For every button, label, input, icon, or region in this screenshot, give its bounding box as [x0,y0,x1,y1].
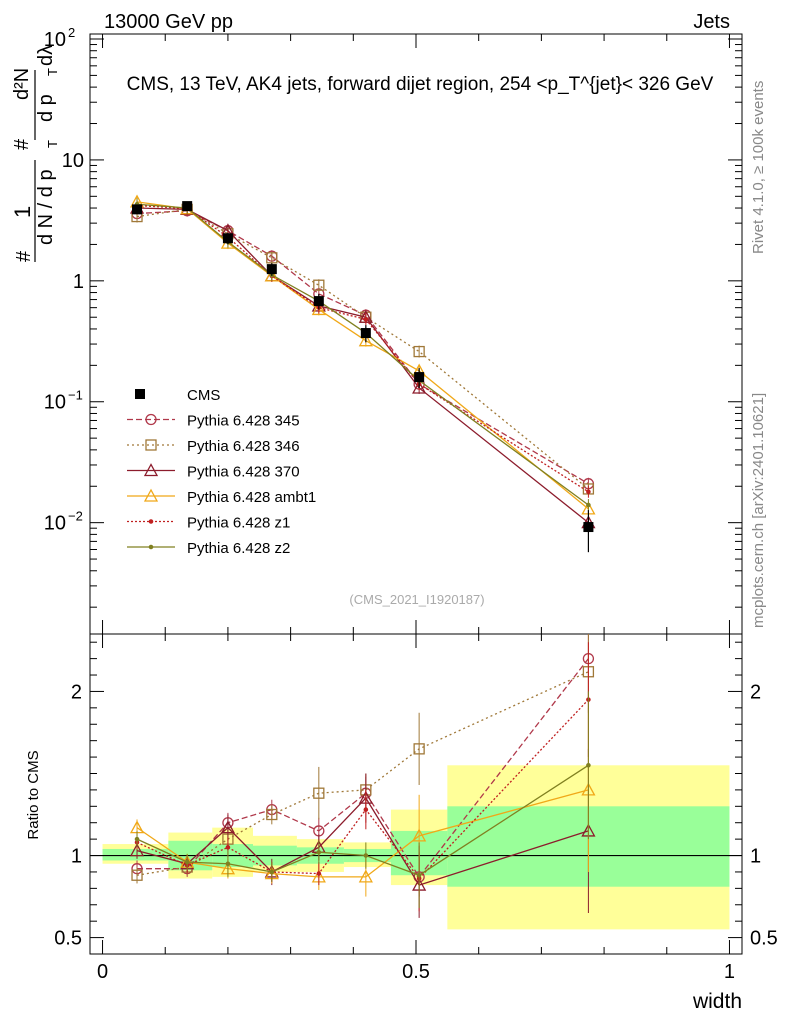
legend-marker [148,544,154,550]
x-axis-label: width [692,990,742,1013]
ratio-series-line [137,658,589,878]
ylabel-one: 1 [10,206,35,218]
series-point [586,489,591,495]
legend-label: Pythia 6.428 z2 [187,540,290,557]
data-point [313,296,324,307]
series-point [313,279,325,291]
ratio-series-line [136,797,589,886]
y-tick-label: 10 [62,150,84,172]
series-point [358,333,373,347]
legend-marker [143,488,159,502]
ratio-point [313,787,325,799]
legend-marker [143,463,159,477]
x-tick-label: 1 [724,961,735,983]
y-tick-label: 10 [44,392,66,414]
ratio-y-tick-label-right: 1 [750,846,761,868]
ratio-point [316,871,322,876]
data-point [360,328,371,339]
ratio-point [220,820,236,834]
ratio-point [131,869,143,881]
ratio-series-line [136,699,589,880]
x-tick-label: 0 [97,961,108,983]
data-point [266,264,277,275]
series-point [311,302,326,316]
ratio-point [266,808,278,821]
plot-title: CMS, 13 TeV, AK4 jets, forward dijet reg… [127,74,714,95]
legend-label: Pythia 6.428 370 [187,464,300,481]
legend: CMS Pythia 6.428 345 Pythia 6.428 346 Pythi… [127,387,316,557]
data-point [583,522,594,533]
ratio-point [134,836,140,842]
ratio-point [363,853,369,858]
ylabel-den: d N / d p [35,169,57,245]
ratio-series-line [136,764,589,876]
y-tick-exponent: −2 [68,509,83,524]
mcplots-label: mcplots.cern.ch [arXiv:2401.10621] [750,393,767,628]
y-tick-exponent: 2 [68,25,75,40]
ratio-point [316,849,322,855]
ratio-point [413,743,425,755]
series-point [413,345,425,358]
series-point [363,317,369,322]
legend-label: Pythia 6.428 ambt1 [187,489,316,506]
legend-label: Pythia 6.428 z1 [187,515,290,532]
legend-marker [148,519,154,524]
ratio-point [269,869,275,875]
legend-marker [145,439,157,451]
watermark: (CMS_2021_I1920187) [349,592,484,607]
main-ylabel: # 1 d N / d p T # d²N d p T dλ [10,45,60,262]
data-point [222,233,233,244]
ylabel-sub-2: T [45,68,60,76]
ratio-point [363,807,369,812]
legend-label: Pythia 6.428 345 [187,413,300,430]
ratio-point [184,859,190,865]
data-point [414,372,425,383]
rivet-version-label: Rivet 4.1.0, ≥ 100k events [750,81,767,254]
ratio-point [358,869,373,883]
x-tick-label: 0.5 [402,961,430,983]
y-tick-exponent: −1 [68,388,83,403]
ratio-point [225,845,231,850]
series-line [136,208,589,490]
ratio-ylabel: Ratio to CMS [25,750,42,839]
ratio-point [586,762,591,768]
header-jets: Jets [693,11,730,33]
ratio-y-tick-label: 2 [71,681,82,703]
ratio-y-tick-label-right: 0.5 [750,928,778,950]
ratio-point [225,861,231,867]
data-point [132,204,143,215]
ylabel-frac-num: d²N [11,68,33,100]
ylabel-frac-den: d p [35,94,57,122]
legend-label: Pythia 6.428 346 [187,438,300,455]
ratio-series-line [136,789,589,878]
ratio-y-tick-label-right: 2 [750,681,761,703]
ratio-y-tick-label: 1 [71,846,82,868]
ratio-series-line [136,671,589,876]
legend-label: CMS [187,387,220,404]
series-point [266,252,278,264]
ylabel-sub-1: T [45,140,60,148]
ylabel-hash-2: # [11,138,33,150]
data-point [182,201,193,212]
y-tick-label: 10 [44,29,66,51]
ratio-panel: 0.5 0.5 1 1 2 2 0 0.5 1 [54,634,778,983]
uncertainty-band-green [102,848,169,861]
legend-marker [135,389,145,399]
y-tick-label: 1 [73,271,84,293]
series-point [412,380,427,394]
series-line [136,203,589,506]
y-tick-label: 10 [44,513,66,535]
legend-marker [145,413,157,426]
ratio-y-tick-label: 0.5 [54,928,82,950]
ylabel-hash-1: # [13,250,35,262]
ylabel-dlambda: dλ [35,45,57,66]
header-process: 13000 GeV pp [104,11,233,33]
series-point [586,502,591,508]
ratio-point [129,843,145,857]
ratio-point [412,828,427,842]
ratio-point [416,872,422,878]
